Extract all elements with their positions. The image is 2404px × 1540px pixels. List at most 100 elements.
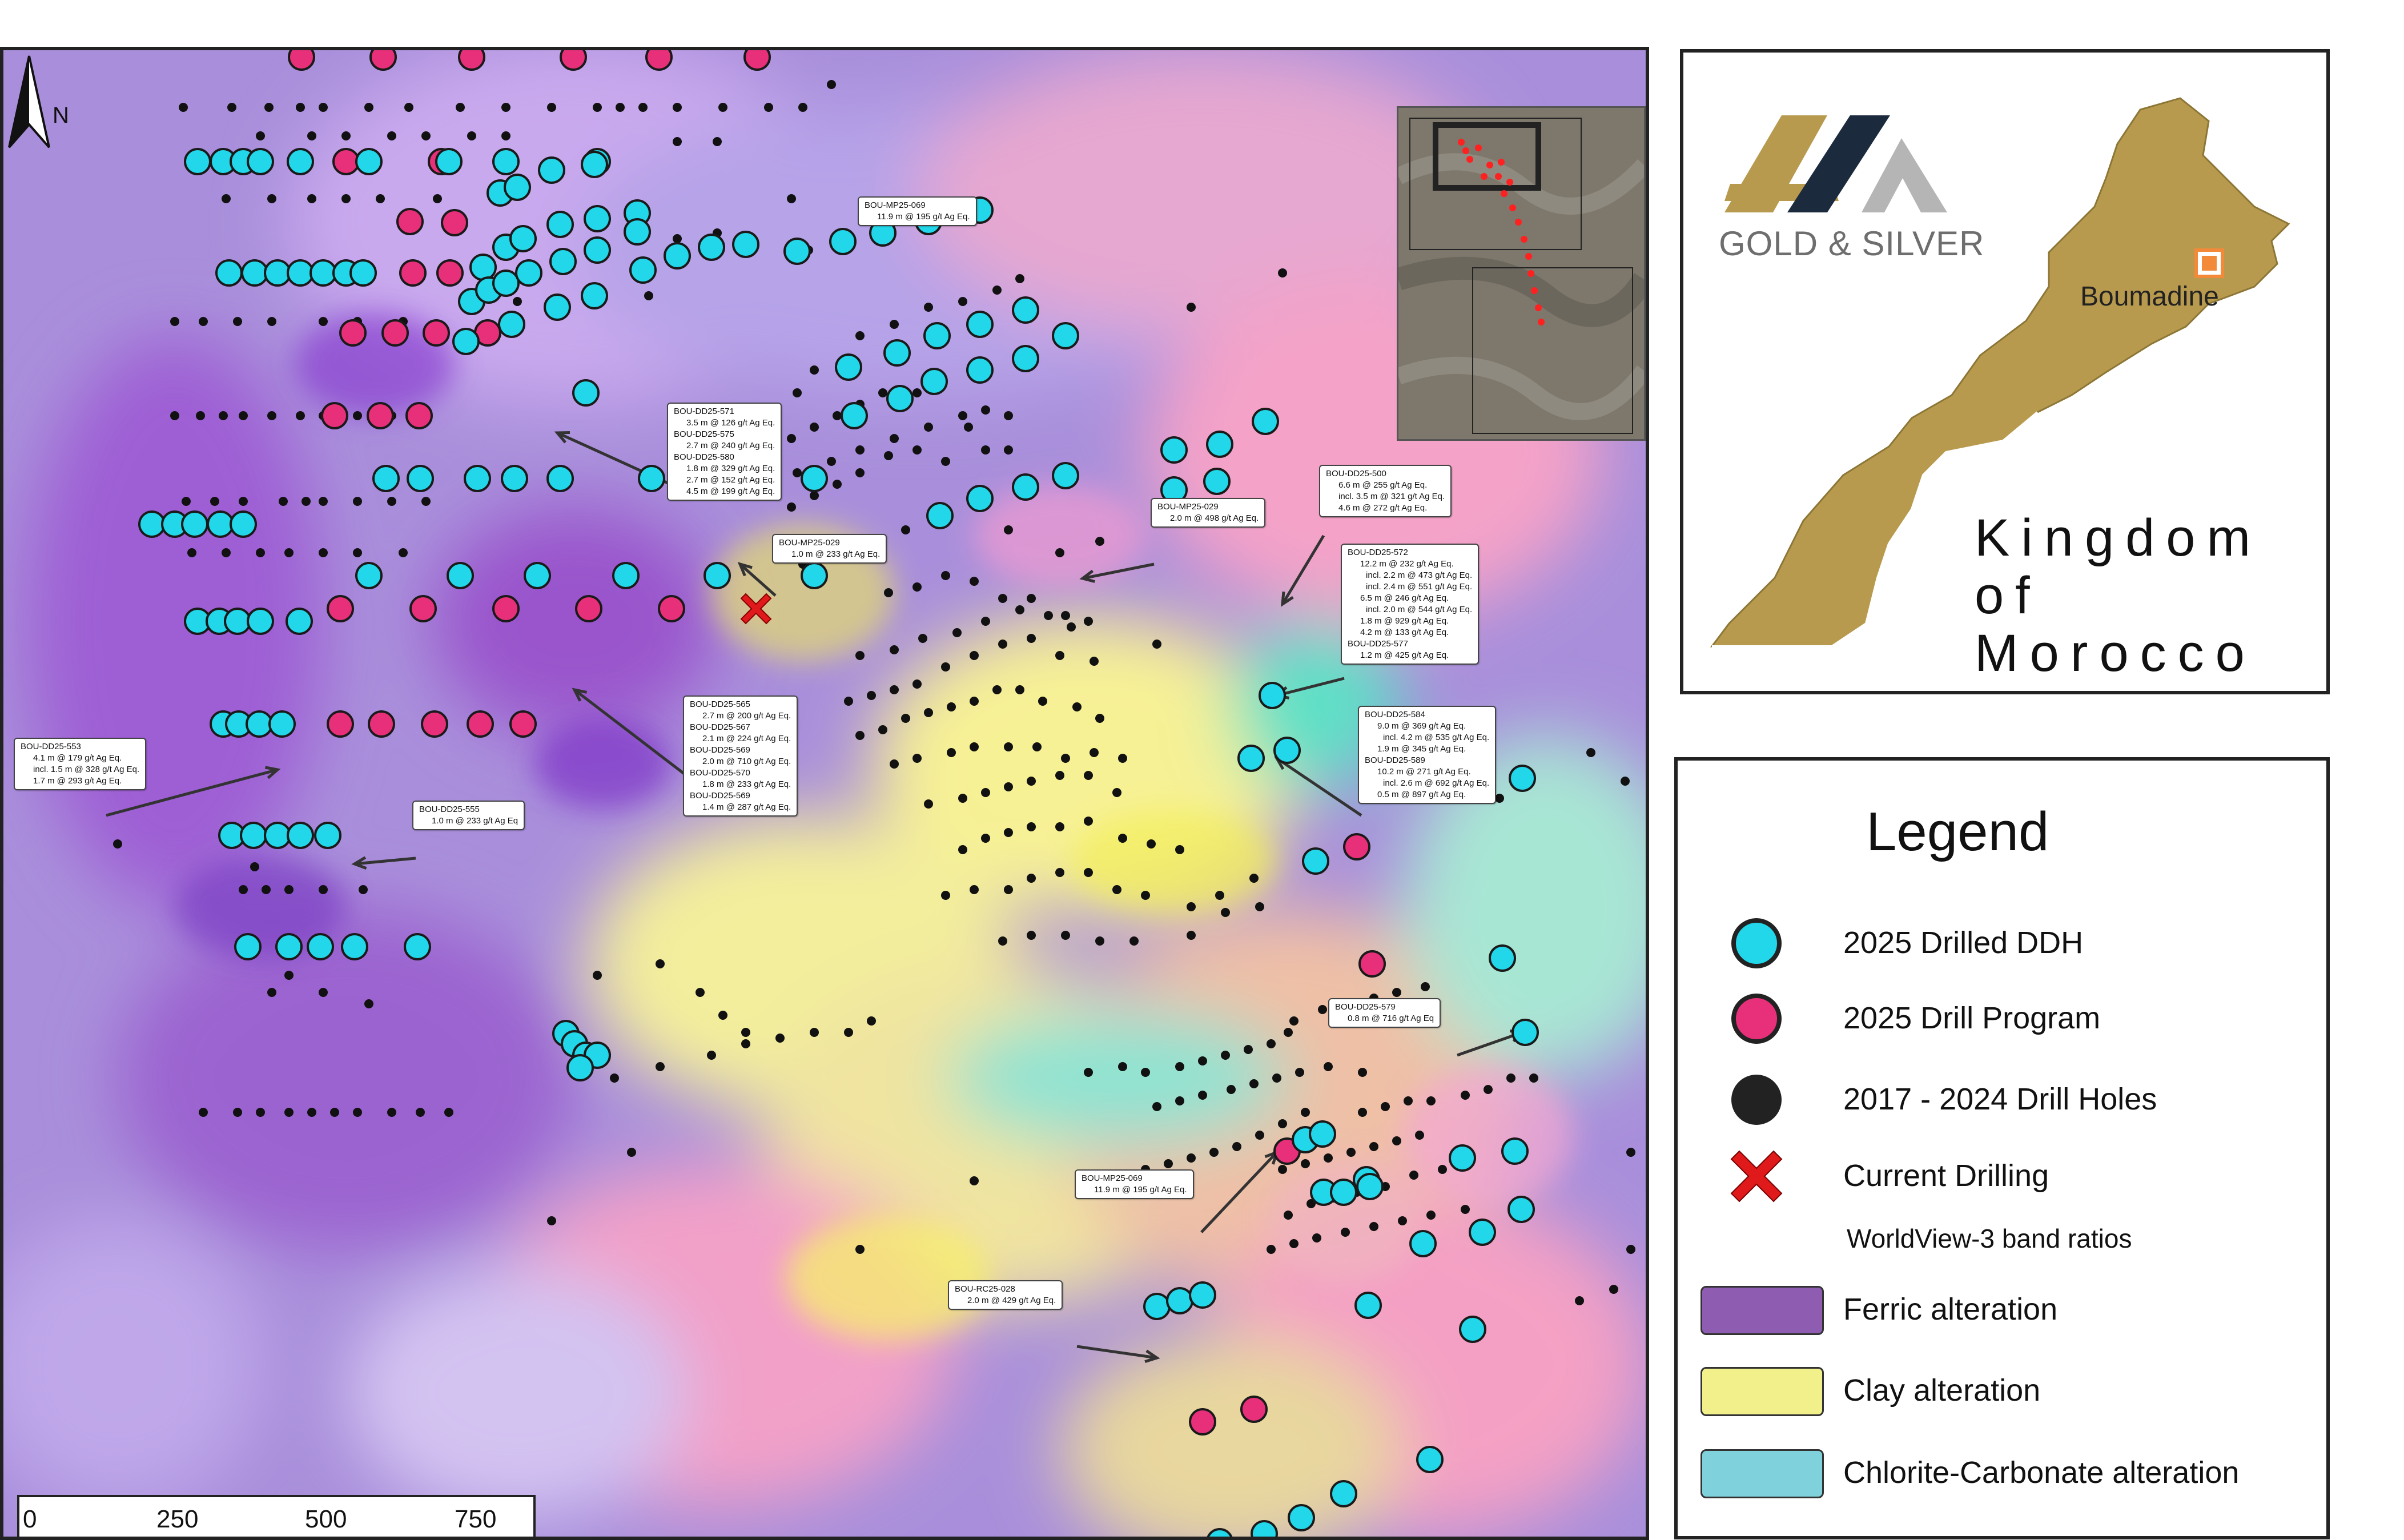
drilled-ddh-hole[interactable] (1206, 431, 1233, 458)
historic-drill-hole[interactable] (1055, 868, 1064, 877)
historic-drill-hole[interactable] (958, 297, 967, 306)
drilled-ddh-hole[interactable] (207, 510, 234, 538)
historic-drill-hole[interactable] (593, 971, 602, 980)
historic-drill-hole[interactable] (1484, 1085, 1493, 1094)
drilled-ddh-hole[interactable] (544, 293, 571, 321)
historic-drill-hole[interactable] (199, 1108, 208, 1117)
historic-drill-hole[interactable] (912, 754, 922, 763)
drill-program-hole[interactable] (492, 595, 520, 622)
historic-drill-hole[interactable] (1284, 1028, 1293, 1037)
drilled-ddh-hole[interactable] (246, 710, 273, 738)
historic-drill-hole[interactable] (1306, 1199, 1316, 1208)
drilled-ddh-hole[interactable] (841, 402, 868, 429)
historic-drill-hole[interactable] (547, 103, 556, 112)
historic-drill-hole[interactable] (1369, 1142, 1378, 1151)
historic-drill-hole[interactable] (941, 662, 950, 672)
historic-drill-hole[interactable] (656, 959, 665, 968)
historic-drill-hole[interactable] (319, 103, 328, 112)
historic-drill-hole[interactable] (787, 502, 796, 512)
historic-drill-hole[interactable] (890, 759, 899, 769)
historic-drill-hole[interactable] (1267, 1039, 1276, 1048)
drilled-ddh-hole[interactable] (1012, 345, 1039, 372)
historic-drill-hole[interactable] (284, 1108, 294, 1117)
historic-drill-hole[interactable] (787, 194, 796, 203)
drill-program-hole[interactable] (332, 148, 360, 175)
historic-drill-hole[interactable] (1032, 742, 1042, 751)
drilled-ddh-hole[interactable] (1489, 944, 1516, 972)
historic-drill-hole[interactable] (256, 1108, 265, 1117)
drill-program-hole[interactable] (327, 595, 354, 622)
historic-drill-hole[interactable] (267, 194, 276, 203)
historic-drill-hole[interactable] (947, 748, 956, 757)
historic-drill-hole[interactable] (998, 594, 1007, 603)
historic-drill-hole[interactable] (1529, 1073, 1538, 1083)
drill-program-hole[interactable] (1343, 833, 1370, 861)
callout-dd500[interactable]: BOU-DD25-500 6.6 m @ 255 g/t Ag Eq. incl… (1319, 465, 1452, 517)
historic-drill-hole[interactable] (1284, 1211, 1293, 1220)
historic-drill-hole[interactable] (1324, 1153, 1333, 1163)
historic-drill-hole[interactable] (279, 497, 288, 506)
drilled-ddh-hole[interactable] (435, 148, 463, 175)
historic-drill-hole[interactable] (867, 691, 876, 700)
historic-drill-hole[interactable] (182, 497, 191, 506)
historic-drill-hole[interactable] (1244, 1045, 1253, 1054)
historic-drill-hole[interactable] (718, 103, 727, 112)
drilled-ddh-hole[interactable] (230, 510, 257, 538)
drilled-ddh-hole[interactable] (181, 510, 208, 538)
drill-program-hole[interactable] (560, 50, 587, 71)
historic-drill-hole[interactable] (912, 445, 922, 455)
historic-drill-hole[interactable] (330, 1108, 339, 1117)
drill-program-hole[interactable] (436, 259, 464, 287)
historic-drill-hole[interactable] (170, 317, 179, 326)
historic-drill-hole[interactable] (364, 999, 373, 1008)
drilled-ddh-hole[interactable] (538, 156, 565, 184)
historic-drill-hole[interactable] (1198, 1091, 1207, 1100)
drilled-ddh-hole[interactable] (492, 270, 520, 297)
drilled-ddh-hole[interactable] (492, 148, 520, 175)
historic-drill-hole[interactable] (187, 548, 196, 557)
drill-program-hole[interactable] (288, 50, 315, 71)
historic-drill-hole[interactable] (1015, 274, 1024, 283)
historic-drill-hole[interactable] (1118, 834, 1127, 843)
drilled-ddh-hole[interactable] (314, 822, 341, 849)
drilled-ddh-hole[interactable] (355, 562, 383, 589)
drilled-ddh-hole[interactable] (698, 234, 725, 261)
historic-drill-hole[interactable] (673, 234, 682, 243)
inset-map[interactable] (1397, 106, 1646, 441)
historic-drill-hole[interactable] (239, 411, 248, 420)
drilled-ddh-hole[interactable] (926, 502, 954, 529)
historic-drill-hole[interactable] (1118, 1062, 1127, 1071)
callout-rc028[interactable]: BOU-RC25-028 2.0 m @ 429 g/t Ag Eq. (948, 1280, 1063, 1310)
drill-program-hole[interactable] (327, 710, 354, 738)
historic-drill-hole[interactable] (924, 303, 933, 312)
historic-drill-hole[interactable] (1027, 634, 1036, 643)
historic-drill-hole[interactable] (1506, 1073, 1515, 1083)
historic-drill-hole[interactable] (941, 457, 950, 466)
historic-drill-hole[interactable] (1415, 1131, 1424, 1140)
historic-drill-hole[interactable] (924, 799, 933, 809)
historic-drill-hole[interactable] (1175, 1062, 1184, 1071)
historic-drill-hole[interactable] (513, 297, 522, 306)
drill-program-hole[interactable] (321, 402, 348, 429)
historic-drill-hole[interactable] (1004, 885, 1013, 894)
historic-drill-hole[interactable] (307, 194, 316, 203)
historic-drill-hole[interactable] (1027, 777, 1036, 786)
historic-drill-hole[interactable] (1626, 1245, 1635, 1254)
drilled-ddh-hole[interactable] (1330, 1480, 1357, 1507)
historic-drill-hole[interactable] (233, 317, 242, 326)
historic-drill-hole[interactable] (970, 577, 979, 586)
historic-drill-hole[interactable] (284, 971, 294, 980)
historic-drill-hole[interactable] (284, 885, 294, 894)
historic-drill-hole[interactable] (998, 640, 1007, 649)
drill-program-hole[interactable] (441, 209, 468, 236)
historic-drill-hole[interactable] (1392, 1136, 1401, 1145)
drilled-ddh-hole[interactable] (1509, 765, 1536, 792)
drilled-ddh-hole[interactable] (240, 822, 267, 849)
historic-drill-hole[interactable] (1141, 891, 1150, 900)
drill-program-hole[interactable] (509, 710, 537, 738)
historic-drill-hole[interactable] (833, 411, 842, 420)
drilled-ddh-hole[interactable] (1416, 1446, 1444, 1473)
historic-drill-hole[interactable] (827, 457, 836, 466)
historic-drill-hole[interactable] (1004, 828, 1013, 837)
historic-drill-hole[interactable] (673, 137, 682, 146)
